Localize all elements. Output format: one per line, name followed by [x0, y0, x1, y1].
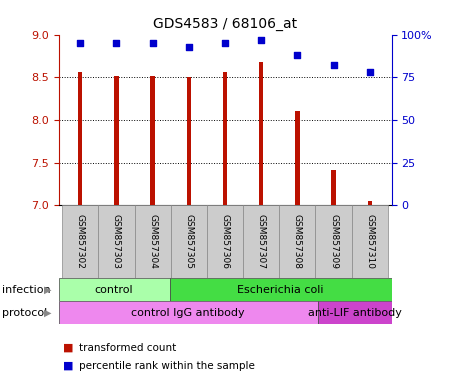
Bar [223, 72, 227, 205]
Text: GSM857307: GSM857307 [256, 214, 266, 270]
Point [330, 62, 337, 68]
Bar [150, 76, 155, 205]
Point [185, 43, 193, 50]
Text: anti-LIF antibody: anti-LIF antibody [307, 308, 401, 318]
Bar [279, 205, 315, 278]
Bar [58, 278, 170, 301]
Text: control: control [94, 285, 133, 295]
Bar [114, 76, 119, 205]
Bar [352, 205, 388, 278]
Text: transformed count: transformed count [79, 343, 176, 353]
Point [76, 40, 84, 46]
Text: GSM857302: GSM857302 [76, 215, 85, 269]
Point [113, 40, 120, 46]
Point [294, 52, 301, 58]
Text: control IgG antibody: control IgG antibody [131, 308, 245, 318]
Bar [98, 205, 135, 278]
Text: GSM857303: GSM857303 [112, 214, 121, 270]
Text: percentile rank within the sample: percentile rank within the sample [79, 361, 255, 371]
Text: Escherichia coli: Escherichia coli [237, 285, 324, 295]
Bar [259, 62, 263, 205]
Bar [170, 278, 392, 301]
Text: ■: ■ [63, 343, 73, 353]
Text: GSM857305: GSM857305 [184, 214, 194, 270]
Text: GSM857308: GSM857308 [293, 214, 302, 270]
Bar [315, 205, 352, 278]
Bar [62, 205, 98, 278]
Text: GSM857306: GSM857306 [220, 214, 230, 270]
Bar [331, 170, 336, 205]
Title: GDS4583 / 68106_at: GDS4583 / 68106_at [153, 17, 297, 31]
Text: ■: ■ [63, 361, 73, 371]
Bar [78, 72, 82, 205]
Bar [58, 301, 318, 324]
Text: protocol: protocol [2, 308, 48, 318]
Text: ▶: ▶ [44, 308, 51, 318]
Text: GSM857309: GSM857309 [329, 214, 338, 270]
Bar [295, 111, 300, 205]
Bar [318, 301, 392, 324]
Text: GSM857310: GSM857310 [365, 214, 374, 270]
Point [221, 40, 229, 46]
Point [257, 36, 265, 43]
Bar [135, 205, 171, 278]
Bar [368, 201, 372, 205]
Text: infection: infection [2, 285, 51, 295]
Bar [207, 205, 243, 278]
Text: GSM857304: GSM857304 [148, 215, 157, 269]
Bar [171, 205, 207, 278]
Bar [187, 77, 191, 205]
Point [366, 69, 373, 75]
Text: ▶: ▶ [44, 285, 51, 295]
Bar [243, 205, 279, 278]
Point [149, 40, 156, 46]
